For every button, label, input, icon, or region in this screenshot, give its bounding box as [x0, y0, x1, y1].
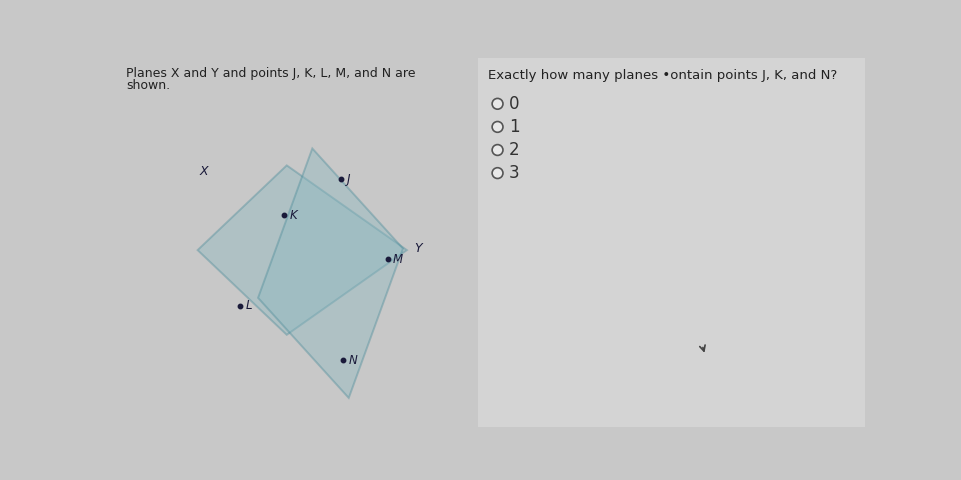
Polygon shape: [198, 166, 407, 335]
Text: shown.: shown.: [126, 79, 170, 92]
Text: L: L: [246, 299, 252, 312]
Text: K: K: [290, 209, 298, 222]
Circle shape: [492, 168, 503, 179]
Text: N: N: [349, 354, 357, 367]
Text: J: J: [346, 173, 350, 186]
Text: Y: Y: [414, 242, 422, 255]
Text: X: X: [200, 165, 209, 178]
Text: M: M: [393, 253, 403, 266]
Text: 2: 2: [509, 141, 520, 159]
Circle shape: [492, 144, 503, 156]
Text: Exactly how many planes •ontain points J, K, and N?: Exactly how many planes •ontain points J…: [488, 69, 837, 82]
Bar: [479, 58, 865, 427]
Text: 3: 3: [509, 164, 520, 182]
Circle shape: [492, 121, 503, 132]
Text: Planes X and Y and points J, K, L, M, and N are: Planes X and Y and points J, K, L, M, an…: [126, 67, 416, 80]
Text: 1: 1: [509, 118, 520, 136]
Circle shape: [492, 98, 503, 109]
Text: 0: 0: [509, 95, 520, 113]
Polygon shape: [259, 148, 403, 398]
